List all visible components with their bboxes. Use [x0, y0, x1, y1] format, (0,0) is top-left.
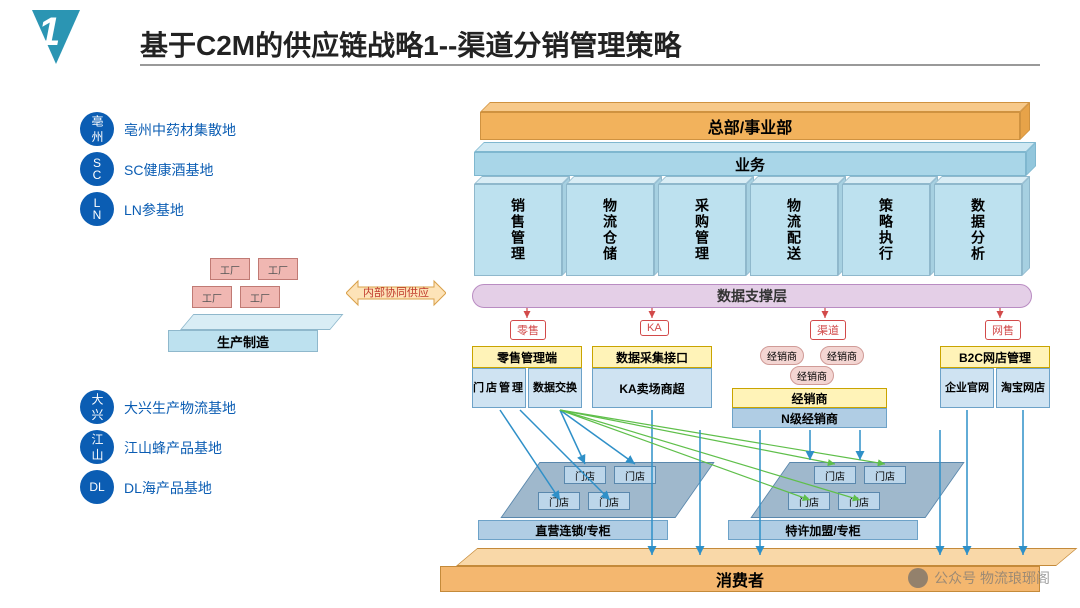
store-box: 门店	[788, 492, 830, 510]
tag-retail: 零售	[510, 320, 546, 340]
title-underline	[140, 64, 1040, 66]
n-level-dist: N级经销商	[732, 408, 887, 428]
consumer-platform-top	[456, 548, 1077, 566]
legend-label-dl: DL海产品基地	[124, 478, 212, 498]
store-box: 门店	[864, 466, 906, 484]
legend-label-ln: LN参基地	[124, 200, 184, 220]
store-box: 门店	[564, 466, 606, 484]
store-box: 门店	[838, 492, 880, 510]
hdr-retail: 零售管理端	[472, 346, 582, 368]
retail-sub-store: 门店管理	[472, 368, 526, 408]
store-box: 门店	[814, 466, 856, 484]
wechat-icon	[908, 568, 928, 588]
watermark: 公众号 物流琅琊阁	[908, 568, 1050, 588]
hdr-distributor: 经销商	[732, 388, 887, 408]
hdr-data-collect: 数据采集接口	[592, 346, 712, 368]
slide: 1 基于C2M的供应链战略1--渠道分销管理策略 亳 州 亳州中药材集散地 S …	[0, 0, 1080, 608]
legend-circle-dl: DL	[80, 470, 114, 504]
slide-number: 1	[38, 10, 60, 55]
legend-circle-ln: L N	[80, 192, 114, 226]
chain-direct-label: 直营连锁/专柜	[478, 520, 668, 540]
supply-arrow: 内部协同供应	[346, 278, 446, 313]
biz-column-1: 物流仓储	[566, 176, 654, 276]
b2c-official: 企业官网	[940, 368, 994, 408]
retail-sub-data: 数据交换	[528, 368, 582, 408]
biz-column-5: 数据分析	[934, 176, 1022, 276]
factory-platform-label: 生产制造	[168, 330, 318, 352]
legend-circle-daxing: 大 兴	[80, 390, 114, 424]
chain-franchise-label: 特许加盟/专柜	[728, 520, 918, 540]
tag-channel: 渠道	[810, 320, 846, 340]
legend-label-daxing: 大兴生产物流基地	[124, 398, 236, 418]
factory-box: 工厂	[240, 286, 280, 308]
biz-label: 业务	[474, 152, 1026, 176]
legend-label-bozhou: 亳州中药材集散地	[124, 120, 236, 140]
factory-box: 工厂	[192, 286, 232, 308]
dist-chip: 经销商	[760, 346, 804, 365]
legend-circle-sc: S C	[80, 152, 114, 186]
store-box: 门店	[588, 492, 630, 510]
data-layer-pill: 数据支撑层	[472, 284, 1032, 308]
factory-box: 工厂	[210, 258, 250, 280]
factory-platform-top	[180, 314, 343, 330]
dist-chip: 经销商	[790, 366, 834, 385]
supply-arrow-label: 内部协同供应	[346, 278, 446, 308]
store-box: 门店	[614, 466, 656, 484]
legend-circle-bozhou: 亳 州	[80, 112, 114, 146]
tag-ka: KA	[640, 320, 669, 336]
hdr-b2c: B2C网店管理	[940, 346, 1050, 368]
biz-column-4: 策略执行	[842, 176, 930, 276]
slide-title: 基于C2M的供应链战略1--渠道分销管理策略	[140, 24, 681, 64]
factory-box: 工厂	[258, 258, 298, 280]
legend-circle-jiangshan: 江 山	[80, 430, 114, 464]
store-box: 门店	[538, 492, 580, 510]
hq-label: 总部/事业部	[480, 112, 1020, 140]
biz-column-3: 物流配送	[750, 176, 838, 276]
biz-column-0: 销售管理	[474, 176, 562, 276]
biz-column-2: 采购管理	[658, 176, 746, 276]
legend-label-sc: SC健康酒基地	[124, 160, 213, 180]
legend-label-jiangshan: 江山蜂产品基地	[124, 438, 222, 458]
b2c-taobao: 淘宝网店	[996, 368, 1050, 408]
biz-columns: 销售管理 物流仓储 采购管理 物流配送 策略执行 数据分析	[474, 176, 1022, 276]
ka-box: KA卖场商超	[592, 368, 712, 408]
tag-online: 网售	[985, 320, 1021, 340]
dist-chip: 经销商	[820, 346, 864, 365]
